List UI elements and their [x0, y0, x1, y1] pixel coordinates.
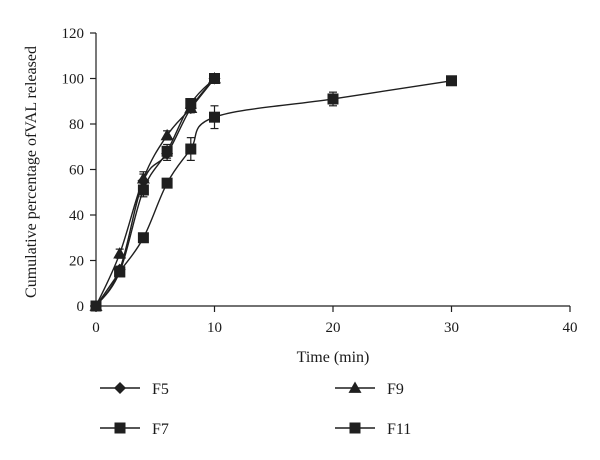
data-point	[446, 75, 457, 87]
legend-marker	[349, 422, 361, 434]
series-F11	[90, 75, 457, 312]
y-tick-label: 40	[69, 208, 84, 224]
y-tick-label: 0	[77, 299, 85, 315]
legend-item-F9: F9	[335, 381, 404, 398]
x-axis-title: Time (min)	[297, 349, 370, 366]
x-tick-label: 40	[563, 320, 578, 336]
y-axis-title: Cumulative percentage ofVAL released	[23, 46, 40, 298]
x-tick-label: 10	[207, 320, 222, 336]
data-point	[161, 145, 173, 157]
data-point	[327, 93, 339, 105]
legend-marker	[114, 422, 126, 434]
legend-item-F5: F5	[100, 381, 169, 398]
y-tick-label: 120	[62, 26, 85, 42]
y-tick-label: 80	[69, 117, 84, 133]
legend-label: F9	[387, 381, 404, 398]
legend-marker	[348, 381, 362, 393]
data-point	[137, 232, 149, 244]
legend: F5 F9 F7 F11	[100, 381, 411, 438]
data-point	[137, 184, 149, 196]
legend-label: F11	[387, 421, 411, 438]
data-point	[209, 73, 220, 84]
data-point	[136, 172, 150, 184]
data-point	[185, 98, 197, 110]
plot-area	[89, 72, 457, 312]
data-point	[114, 266, 126, 278]
data-point	[185, 143, 197, 155]
series-line-F11	[95, 80, 452, 307]
y-tick-label: 60	[69, 163, 84, 179]
legend-label: F7	[152, 421, 169, 438]
x-tick-label: 30	[444, 320, 459, 336]
data-point	[90, 300, 102, 312]
legend-item-F7: F7	[100, 421, 169, 438]
data-point	[160, 128, 174, 141]
axes: 0 10 20 30 40 0 20 40 60 80 100 120	[62, 26, 578, 336]
legend-label: F5	[152, 381, 169, 398]
y-tick-label: 100	[62, 72, 85, 88]
data-point	[209, 111, 220, 123]
legend-item-F11: F11	[335, 421, 411, 438]
series-F9	[89, 72, 221, 311]
data-point	[113, 247, 127, 259]
legend-marker	[114, 382, 126, 394]
data-point	[161, 177, 173, 189]
x-tick-label: 20	[326, 320, 341, 336]
y-tick-label: 20	[69, 254, 84, 270]
x-tick-label: 0	[92, 320, 100, 336]
